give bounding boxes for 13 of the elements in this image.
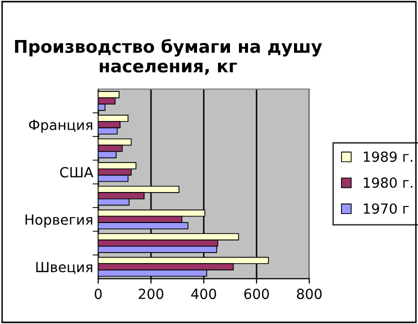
x-tick-label: 800 — [297, 288, 322, 300]
chart-title: Производство бумаги на душу населения, кг — [15, 38, 322, 75]
legend-label: 1970 г — [364, 203, 409, 214]
legend-label: 1980 г. — [364, 177, 412, 188]
x-tick-label: 0 — [94, 288, 102, 300]
y-tick-label: Франция — [28, 120, 92, 133]
y-tick-label: США — [60, 166, 94, 178]
legend-label: 1989 г. — [364, 151, 412, 162]
x-tick-label: 600 — [244, 288, 269, 300]
x-tick-label: 200 — [138, 288, 164, 300]
y-tick-label: Швеция — [36, 262, 92, 274]
y-tick-label: Норвегия — [26, 214, 92, 228]
x-tick-label: 400 — [191, 288, 216, 300]
